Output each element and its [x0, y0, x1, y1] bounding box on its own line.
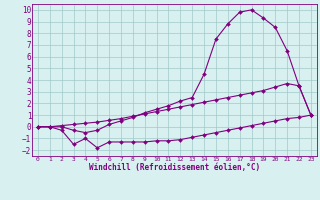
X-axis label: Windchill (Refroidissement éolien,°C): Windchill (Refroidissement éolien,°C) [89, 163, 260, 172]
